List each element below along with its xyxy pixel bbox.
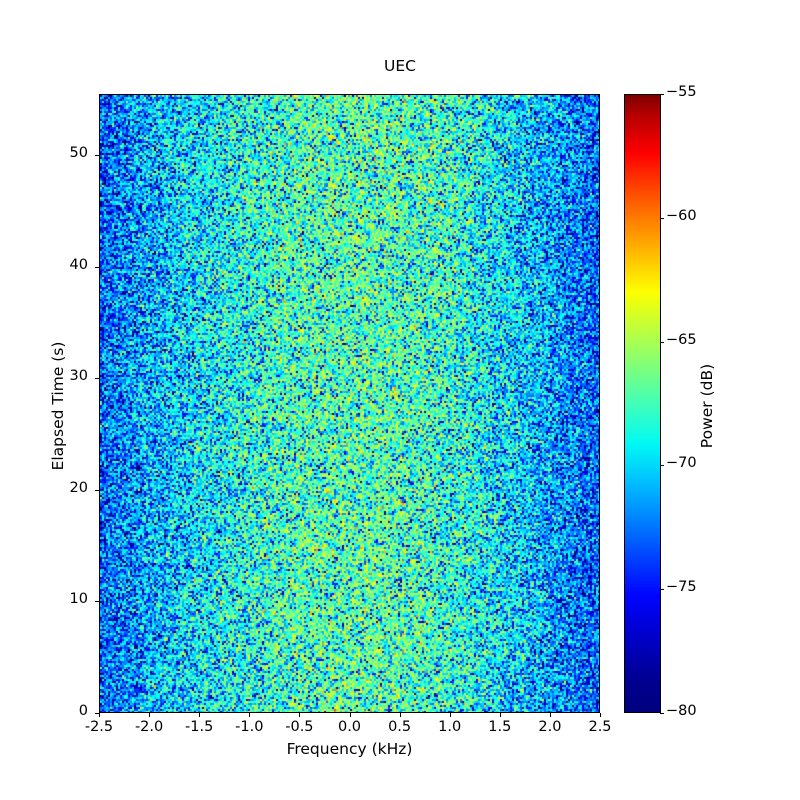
colorbar-tick-mark [660, 217, 664, 219]
colorbar-tick-label: −55 [666, 84, 697, 100]
x-tick-mark [449, 713, 451, 717]
spectrogram-image [100, 95, 599, 712]
x-tick-mark [600, 713, 601, 717]
colorbar-tick-mark [660, 94, 664, 95]
x-tick-mark [299, 713, 301, 717]
x-tick-label: 2.0 [538, 719, 562, 735]
y-tick-label: 10 [69, 591, 88, 608]
x-tick-label: -2.5 [84, 719, 114, 735]
x-axis-label: Frequency (kHz) [286, 740, 413, 758]
colorbar-tick-label: −80 [666, 703, 697, 719]
colorbar-tick-mark [660, 713, 664, 714]
y-tick-mark [95, 713, 99, 714]
x-tick-mark [399, 713, 401, 717]
colorbar-tick-label: −75 [666, 579, 697, 596]
x-tick-label: 1.0 [438, 719, 462, 735]
colorbar [624, 94, 661, 713]
y-tick-label: 0 [78, 703, 88, 719]
title-line-station: UEC [384, 56, 416, 75]
x-tick-label: 1.5 [488, 719, 512, 735]
colorbar-tick-mark [660, 465, 664, 467]
y-tick-mark [95, 378, 99, 380]
x-tick-label: -1.5 [185, 719, 214, 735]
x-tick-label: -0.5 [285, 719, 314, 735]
colorbar-tick-label: −60 [666, 207, 697, 224]
colorbar-label: Power (dB) [698, 363, 716, 449]
colorbar-tick-mark [660, 341, 664, 343]
x-tick-label: -1.0 [235, 719, 264, 735]
x-tick-mark [199, 713, 201, 717]
x-tick-label: 0.0 [337, 719, 362, 735]
colorbar-tick-mark [660, 589, 664, 591]
y-tick-mark [95, 155, 99, 157]
y-tick-mark [95, 489, 99, 491]
colorbar-tick-label: −65 [666, 331, 697, 348]
y-tick-label: 30 [69, 368, 88, 385]
y-tick-label: 20 [69, 479, 88, 496]
x-tick-mark [149, 713, 151, 717]
y-tick-mark [95, 266, 99, 268]
x-tick-mark [499, 713, 501, 717]
y-tick-label: 40 [69, 256, 88, 273]
x-tick-label: 0.5 [388, 719, 412, 735]
x-tick-mark [349, 713, 351, 717]
y-tick-label: 50 [69, 145, 88, 162]
y-axis-label: Elapsed Time (s) [49, 341, 67, 471]
y-tick-mark [95, 601, 99, 603]
x-tick-mark [249, 713, 251, 717]
x-tick-label: -2.0 [134, 719, 164, 735]
colorbar-gradient [625, 95, 660, 712]
x-tick-mark [99, 713, 100, 717]
spectrogram-axes [99, 94, 600, 713]
x-tick-mark [549, 713, 551, 717]
x-tick-label: 2.5 [588, 719, 612, 735]
colorbar-tick-label: −70 [666, 455, 697, 472]
